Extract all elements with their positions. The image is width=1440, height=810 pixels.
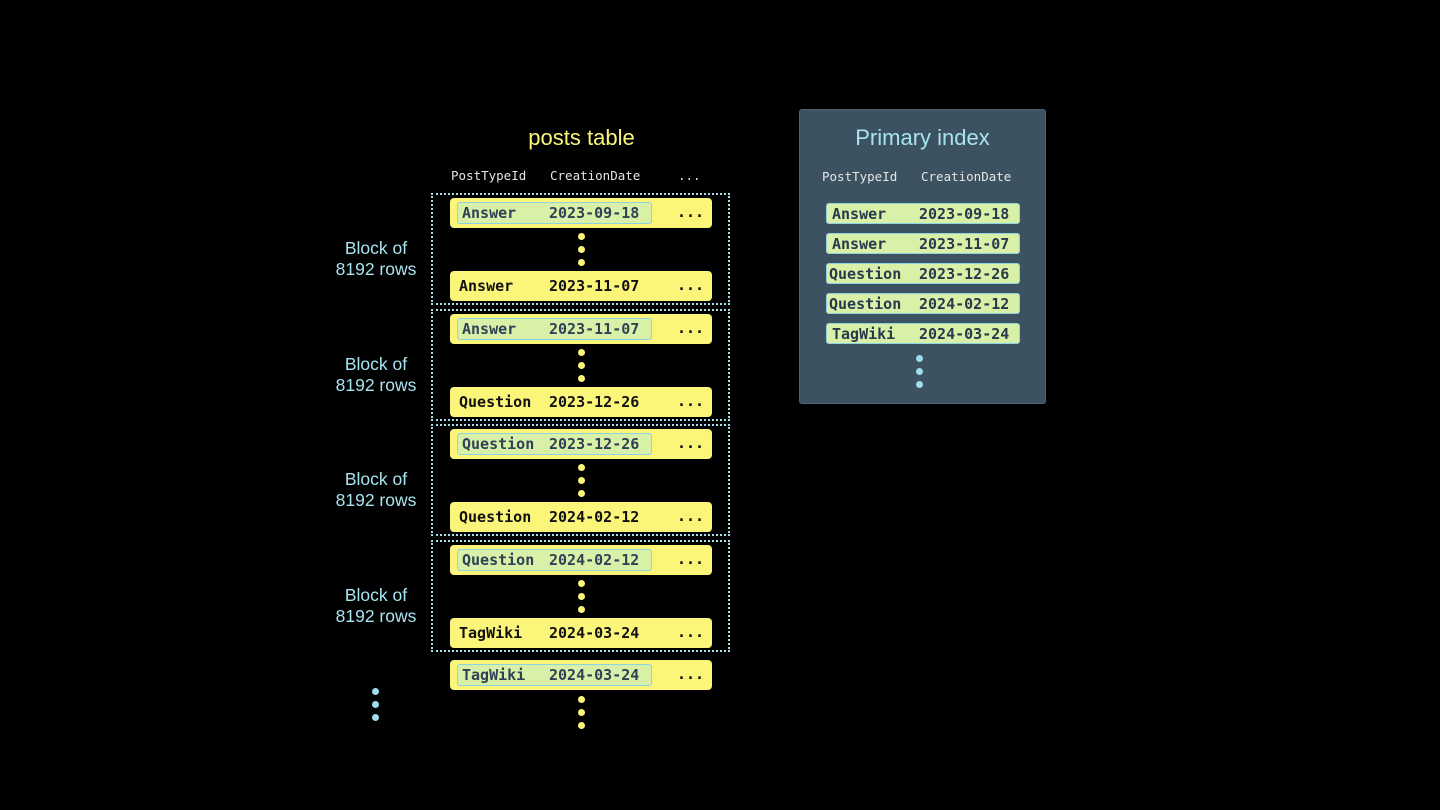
granule-first-row: Question 2024-02-12... bbox=[450, 545, 712, 575]
posts-table-title: posts table bbox=[528, 125, 635, 150]
granule-first-row: TagWiki 2024-03-24... bbox=[450, 660, 712, 690]
primary-index-panel: Primary index PostTypeId CreationDate An… bbox=[799, 109, 1046, 404]
index-entry: Answer 2023-09-18 bbox=[826, 203, 1020, 224]
block-label: Block of 8192 rows bbox=[335, 585, 417, 626]
post-type: TagWiki bbox=[462, 666, 526, 684]
index-creation-date: 2024-03-24 bbox=[919, 325, 1010, 343]
primary-index-title: Primary index bbox=[855, 125, 990, 150]
post-type: Answer bbox=[459, 277, 514, 295]
index-post-type: Answer bbox=[832, 235, 887, 253]
post-type: TagWiki bbox=[459, 624, 523, 642]
creation-date: 2024-03-24 bbox=[549, 666, 640, 684]
more-columns: ... bbox=[677, 550, 705, 568]
row-continuation-dots bbox=[578, 580, 586, 619]
creation-date: 2023-12-26 bbox=[549, 435, 640, 453]
post-type: Question bbox=[462, 551, 535, 569]
index-post-type: TagWiki bbox=[832, 325, 896, 343]
index-creation-date: 2023-12-26 bbox=[919, 265, 1010, 283]
creation-date: 2023-11-07 bbox=[549, 320, 640, 338]
row-continuation-dots bbox=[578, 464, 586, 503]
posts-header-more: ... bbox=[678, 168, 701, 183]
index-creation-date: 2023-09-18 bbox=[919, 205, 1010, 223]
more-columns: ... bbox=[677, 203, 705, 221]
block-label: Block of 8192 rows bbox=[335, 354, 417, 395]
creation-date: 2024-02-12 bbox=[549, 551, 640, 569]
block-label: Block of 8192 rows bbox=[335, 238, 417, 279]
granule-block bbox=[431, 309, 730, 421]
creation-date: 2023-12-26 bbox=[549, 393, 640, 411]
more-columns: ... bbox=[677, 623, 705, 641]
posts-header-creationdate: CreationDate bbox=[550, 168, 641, 183]
post-type: Question bbox=[459, 508, 532, 526]
index-entry: Question 2024-02-12 bbox=[826, 293, 1020, 314]
more-columns: ... bbox=[677, 665, 705, 683]
granule-block bbox=[431, 193, 730, 305]
index-creation-date: 2023-11-07 bbox=[919, 235, 1010, 253]
more-columns: ... bbox=[677, 276, 705, 294]
index-entry: Question 2023-12-26 bbox=[826, 263, 1020, 284]
creation-date: 2024-02-12 bbox=[549, 508, 640, 526]
creation-date: 2024-03-24 bbox=[549, 624, 640, 642]
granule-last-row: Question 2023-12-26... bbox=[450, 387, 712, 417]
index-creation-date: 2024-02-12 bbox=[919, 295, 1010, 313]
post-type: Answer bbox=[462, 204, 517, 222]
index-post-type: Question bbox=[829, 265, 902, 283]
more-columns: ... bbox=[677, 434, 705, 452]
row-continuation-dots bbox=[578, 233, 586, 272]
post-type: Answer bbox=[462, 320, 517, 338]
granule-block bbox=[431, 424, 730, 536]
index-header-posttypeid: PostTypeId bbox=[822, 169, 898, 184]
index-key-highlight bbox=[457, 549, 652, 571]
blocks-continuation-dots bbox=[372, 688, 380, 727]
index-key-highlight bbox=[457, 318, 652, 340]
creation-date: 2023-11-07 bbox=[549, 277, 640, 295]
block-label: Block of 8192 rows bbox=[335, 469, 417, 510]
index-entry: TagWiki 2024-03-24 bbox=[826, 323, 1020, 344]
index-header-creationdate: CreationDate bbox=[921, 169, 1012, 184]
index-entry: Answer 2023-11-07 bbox=[826, 233, 1020, 254]
granule-last-row: TagWiki 2024-03-24... bbox=[450, 618, 712, 648]
granule-last-row: Question 2024-02-12... bbox=[450, 502, 712, 532]
granule-last-row: Answer 2023-11-07... bbox=[450, 271, 712, 301]
index-key-highlight bbox=[457, 664, 652, 686]
row-continuation-dots bbox=[578, 696, 586, 735]
granule-block bbox=[431, 540, 730, 652]
index-key-highlight bbox=[457, 433, 652, 455]
index-key-highlight bbox=[457, 202, 652, 224]
row-continuation-dots bbox=[578, 349, 586, 388]
granule-first-row: Question 2023-12-26... bbox=[450, 429, 712, 459]
post-type: Question bbox=[459, 393, 532, 411]
more-columns: ... bbox=[677, 507, 705, 525]
posts-header-posttypeid: PostTypeId bbox=[451, 168, 527, 183]
index-post-type: Answer bbox=[832, 205, 887, 223]
post-type: Question bbox=[462, 435, 535, 453]
index-post-type: Question bbox=[829, 295, 902, 313]
granule-first-row: Answer 2023-11-07... bbox=[450, 314, 712, 344]
more-columns: ... bbox=[677, 319, 705, 337]
creation-date: 2023-09-18 bbox=[549, 204, 640, 222]
index-continuation-dots bbox=[916, 355, 924, 394]
more-columns: ... bbox=[677, 392, 705, 410]
granule-first-row: Answer 2023-09-18... bbox=[450, 198, 712, 228]
